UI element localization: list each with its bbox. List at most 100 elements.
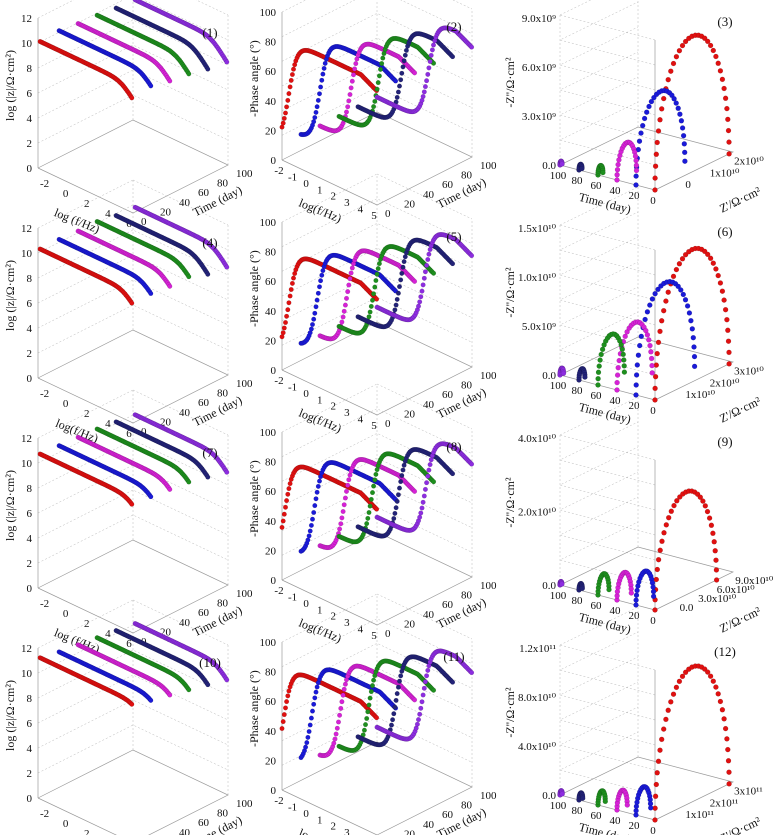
wall-gridline xyxy=(559,51,656,116)
data-point xyxy=(311,510,317,516)
data-point xyxy=(397,485,403,491)
phase-tick-label: 80 xyxy=(265,667,277,679)
data-point xyxy=(652,175,658,181)
data-point xyxy=(418,294,424,300)
data-point xyxy=(398,479,404,485)
phase-tick-label: 60 xyxy=(265,486,277,498)
data-point xyxy=(347,276,353,282)
data-point xyxy=(416,717,422,723)
data-point xyxy=(418,705,424,711)
logf-tick-label: 5 xyxy=(371,630,377,642)
floor-outline xyxy=(558,126,735,191)
panel-label: (2) xyxy=(446,19,461,34)
time-tick-label: 20 xyxy=(404,828,416,835)
data-point xyxy=(633,597,639,603)
time-tick-label: 100 xyxy=(480,580,497,592)
data-point xyxy=(338,705,344,711)
data-point xyxy=(598,351,604,358)
y-axis-label: log (|z|/Ω·cm²) xyxy=(3,470,17,541)
logf-tick-label: 1 xyxy=(317,394,323,406)
time-tick-label: 80 xyxy=(572,385,584,397)
data-point xyxy=(308,715,314,721)
wall-gridline xyxy=(559,631,656,696)
time-tick-label: 100 xyxy=(550,380,567,392)
data-point xyxy=(678,287,684,293)
data-point xyxy=(673,266,680,273)
back-edge xyxy=(559,14,656,41)
data-point xyxy=(281,115,287,121)
data-point xyxy=(655,339,662,346)
z-tick-label: 0 xyxy=(27,583,33,595)
data-point xyxy=(311,119,317,125)
data-point xyxy=(310,516,316,522)
data-point xyxy=(365,515,371,521)
time-tick-label: 100 xyxy=(236,168,253,180)
series-day-20 xyxy=(56,28,154,89)
zreal-tick-label: 1x10¹⁰ xyxy=(710,167,740,179)
x-axis-label: Z'/Ω·cm² xyxy=(717,813,763,835)
wall-gridline xyxy=(559,1,656,66)
logf-tick-label: 4 xyxy=(105,418,111,430)
data-point xyxy=(633,162,640,169)
data-point xyxy=(348,85,354,91)
wall-gridline xyxy=(559,421,656,486)
data-point xyxy=(431,479,437,485)
data-point xyxy=(721,85,727,92)
logf-tick-label: 2 xyxy=(331,401,337,413)
time-tick-label: 60 xyxy=(591,810,603,822)
data-point xyxy=(318,278,324,284)
data-point xyxy=(638,333,644,340)
data-point xyxy=(379,61,385,67)
data-point xyxy=(417,514,423,520)
data-point xyxy=(394,691,400,697)
data-point xyxy=(129,300,135,306)
data-point xyxy=(668,699,674,705)
data-point xyxy=(375,80,381,86)
panel-12-nyquist: 0.04.0x10¹⁰8.0x10¹⁰1.2x10¹¹1x10¹¹2x10¹¹3… xyxy=(503,606,763,835)
wall-gridline xyxy=(37,44,229,94)
data-point xyxy=(721,297,727,303)
time-tick-label: 60 xyxy=(591,600,603,612)
data-point xyxy=(677,111,683,117)
data-point xyxy=(391,516,397,522)
data-point xyxy=(684,303,691,309)
series-day-60 xyxy=(595,331,628,388)
data-point xyxy=(691,344,697,350)
data-point xyxy=(676,678,683,685)
data-point xyxy=(450,54,456,60)
z-tick-label: 2 xyxy=(27,768,33,780)
time-tick-label: 60 xyxy=(591,390,603,402)
data-point xyxy=(559,791,565,797)
data-point xyxy=(614,172,620,178)
data-point xyxy=(322,60,328,66)
data-point xyxy=(722,725,729,732)
data-point xyxy=(702,503,708,509)
data-point xyxy=(341,502,347,508)
z-tick-label: 12 xyxy=(21,433,32,445)
time-tick-label: 20 xyxy=(629,400,641,412)
data-point xyxy=(663,522,669,528)
data-point xyxy=(336,719,342,725)
data-point xyxy=(680,291,686,298)
data-point xyxy=(148,291,154,297)
series-day-40 xyxy=(614,319,655,393)
phase-tick-label: 40 xyxy=(265,96,277,108)
time-tick-label: 80 xyxy=(217,178,229,190)
data-point xyxy=(665,289,671,295)
data-point xyxy=(289,71,295,77)
panel-label: (12) xyxy=(714,644,736,659)
data-point xyxy=(600,169,606,176)
data-point xyxy=(668,508,674,514)
logf-tick-label: 0 xyxy=(63,398,69,410)
time-tick-label: 100 xyxy=(236,798,253,810)
data-point xyxy=(167,78,173,84)
data-point xyxy=(710,47,716,54)
data-point xyxy=(224,59,230,65)
time-tick-label: 0 xyxy=(650,615,656,627)
data-point xyxy=(657,747,663,753)
series-day-80 xyxy=(113,213,211,277)
x-axis-label: log(f/Hz) xyxy=(297,406,344,436)
time-tick-label: 60 xyxy=(591,180,603,192)
time-tick-label: 100 xyxy=(236,588,253,600)
data-point xyxy=(313,109,319,115)
